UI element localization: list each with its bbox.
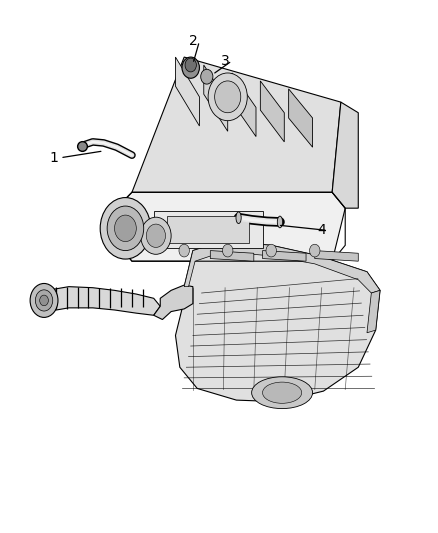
Text: 1: 1 — [49, 151, 58, 165]
Ellipse shape — [252, 377, 313, 409]
Text: 4: 4 — [317, 223, 325, 237]
Circle shape — [185, 58, 196, 72]
Polygon shape — [210, 251, 254, 261]
Circle shape — [40, 295, 48, 306]
Circle shape — [115, 215, 136, 241]
Circle shape — [30, 284, 58, 317]
Circle shape — [215, 81, 241, 113]
Ellipse shape — [277, 216, 283, 228]
Circle shape — [208, 73, 247, 120]
Polygon shape — [204, 65, 228, 131]
Circle shape — [182, 57, 199, 78]
Polygon shape — [176, 57, 199, 126]
Polygon shape — [262, 251, 306, 261]
Polygon shape — [132, 57, 341, 192]
Circle shape — [35, 290, 53, 311]
Polygon shape — [154, 211, 262, 248]
Polygon shape — [260, 81, 284, 142]
Polygon shape — [232, 73, 256, 136]
Polygon shape — [39, 287, 160, 316]
Polygon shape — [154, 285, 193, 319]
Circle shape — [266, 244, 276, 257]
Circle shape — [310, 244, 320, 257]
Circle shape — [146, 224, 166, 247]
Polygon shape — [289, 89, 313, 147]
Text: 3: 3 — [221, 54, 230, 68]
Polygon shape — [119, 192, 345, 261]
Circle shape — [100, 198, 151, 259]
Polygon shape — [167, 216, 250, 243]
Polygon shape — [176, 241, 380, 402]
Polygon shape — [332, 102, 358, 208]
Ellipse shape — [236, 212, 241, 223]
Circle shape — [179, 244, 189, 257]
Circle shape — [141, 217, 171, 254]
Polygon shape — [367, 290, 380, 333]
Text: 2: 2 — [188, 34, 197, 48]
Ellipse shape — [262, 382, 302, 403]
Polygon shape — [184, 241, 380, 293]
Circle shape — [201, 69, 213, 84]
Circle shape — [107, 206, 144, 251]
Circle shape — [223, 244, 233, 257]
Polygon shape — [315, 251, 358, 261]
